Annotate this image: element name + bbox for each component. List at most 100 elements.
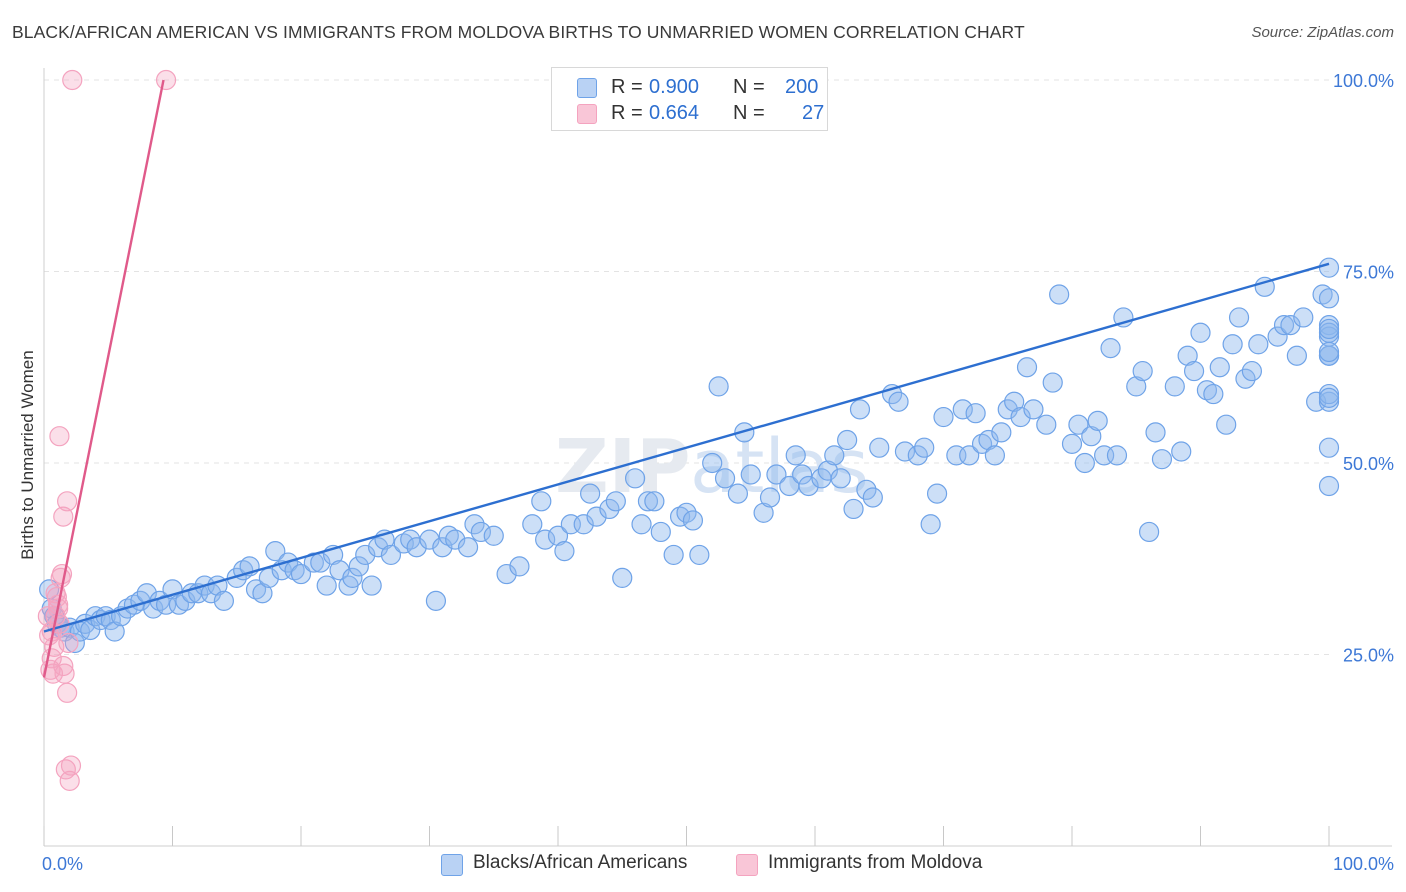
point-blacks [759,487,781,508]
correlation-legend: R = 0.900 N = 200 R = 0.664 N = 27 [551,67,828,131]
point-blacks [689,544,710,566]
point-blacks [470,521,491,543]
point-blacks [869,437,890,458]
point-blacks [445,529,466,550]
y-tick-label: 75.0% [1343,263,1394,283]
point-blacks [965,403,986,424]
point-blacks [837,429,858,451]
point-blacks [1138,521,1160,543]
bottom-legend-label: Blacks/African Americans [473,852,688,873]
point-blacks [1222,334,1243,355]
point-blacks [663,544,684,566]
point-blacks [714,468,736,489]
point-blacks [669,506,691,527]
point-blacks [1286,345,1307,366]
point-moldova [42,663,64,684]
point-blacks [168,594,190,615]
point-blacks [843,498,864,520]
trend-line-moldova [42,79,165,678]
point-blacks [1004,391,1025,412]
point-blacks [361,575,382,596]
point-blacks [1106,445,1128,466]
point-blacks [766,464,787,485]
point-blacks [920,514,941,535]
point-blacks [785,445,806,466]
point-blacks [1318,387,1340,408]
legend-n-value: 27 [802,102,825,124]
bottom-legend-label: Immigrants from Moldova [768,852,983,873]
x-tick-label: 100.0% [1333,854,1394,874]
point-blacks [342,567,363,589]
legend-r-label: R = [611,102,643,124]
point-blacks [531,491,552,512]
point-blacks [425,590,447,611]
point-blacks [1042,372,1063,393]
point-blacks [348,556,369,577]
legend-r-value: 0.664 [649,102,700,124]
point-blacks [1318,475,1340,497]
source-note: Source: ZipAtlas.com [1251,24,1394,41]
point-blacks [991,422,1012,443]
point-blacks [1068,414,1089,435]
point-moldova [54,663,75,684]
point-blacks [1164,376,1185,397]
point-moldova [58,632,79,654]
point-blacks [1010,406,1031,428]
point-blacks [682,510,704,531]
point-blacks [355,544,376,566]
point-blacks [888,391,909,412]
point-blacks [894,441,916,462]
point-blacks [637,491,659,512]
chart-title: BLACK/AFRICAN AMERICAN VS IMMIGRANTS FRO… [12,22,1025,42]
point-blacks [580,483,601,504]
legend-r-label: R = [611,76,643,98]
point-blacks [1318,288,1340,309]
point-blacks [984,445,1006,466]
point-moldova [57,682,78,703]
point-blacks [605,491,626,512]
point-blacks [740,464,761,485]
point-blacks [100,609,121,631]
point-blacks [824,445,845,466]
point-blacks [1126,376,1147,397]
point-blacks [1196,380,1218,401]
point-blacks [978,429,999,451]
point-blacks [573,514,594,535]
point-blacks [457,537,479,558]
point-blacks [1074,452,1095,474]
bottom-legend-swatch-blue [441,854,463,876]
point-blacks [650,521,671,543]
point-blacks [933,406,954,428]
point-blacks [432,537,453,558]
y-tick-label: 50.0% [1343,454,1394,474]
point-blacks [1203,383,1224,405]
point-blacks [1312,284,1333,305]
point-blacks [1216,414,1237,435]
point-blacks [316,575,337,596]
point-blacks [1049,284,1070,305]
point-blacks [245,579,267,600]
point-blacks [1318,318,1340,340]
legend-n-label: N = [733,102,765,124]
point-blacks [631,514,652,535]
point-blacks [419,529,440,550]
point-blacks [914,437,935,458]
point-blacks [1151,449,1173,470]
point-blacks [522,514,543,535]
point-blacks [644,491,665,512]
trend-line-blacks [43,262,1330,633]
point-moldova [49,426,70,447]
point-blacks [830,468,851,489]
point-blacks [1100,338,1121,359]
point-blacks [104,621,125,642]
point-blacks [535,529,556,550]
point-blacks [849,399,871,420]
point-moldova [53,655,74,677]
point-moldova [57,491,78,512]
point-blacks [1267,326,1288,347]
point-blacks [1209,357,1230,378]
point-blacks [496,563,517,585]
point-blacks [265,540,286,562]
x-tick-label: 0.0% [42,854,83,874]
